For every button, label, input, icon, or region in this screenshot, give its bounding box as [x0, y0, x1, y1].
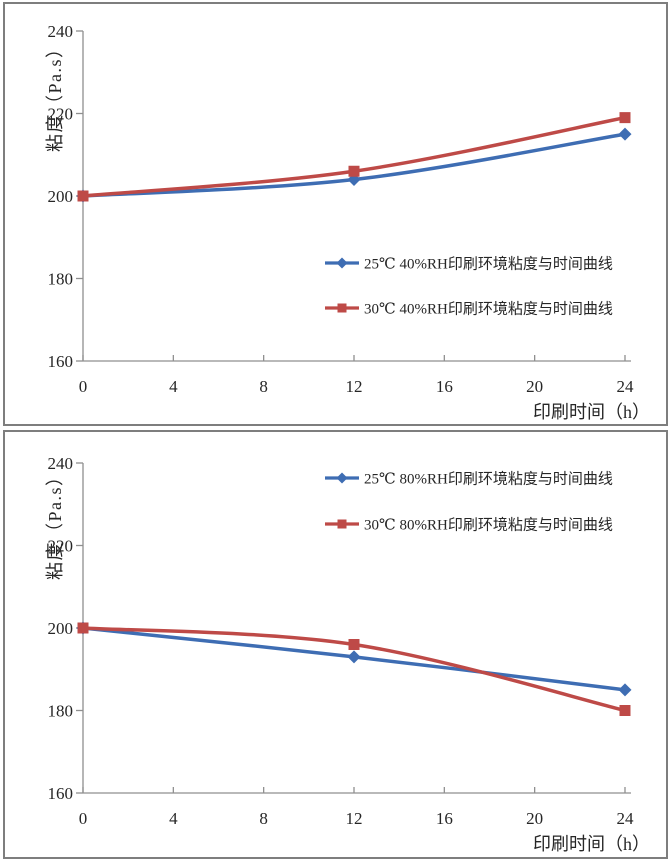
data-point-square-marker	[348, 165, 360, 177]
x-tick-label: 8	[259, 809, 268, 828]
legend-item-25c: 25℃ 40%RH印刷环境粘度与时间曲线	[325, 255, 613, 273]
y-axis-title: 粘度（Pa.s）	[45, 466, 65, 580]
data-point-diamond-marker	[347, 650, 361, 664]
x-tick-label: 0	[79, 809, 88, 828]
legend-item-25c: 25℃ 80%RH印刷环境粘度与时间曲线	[325, 470, 613, 488]
legend-square-marker	[337, 519, 347, 529]
x-axis-title: 印刷时间（h）	[533, 834, 650, 854]
legend-square-marker	[337, 303, 347, 313]
legend-diamond-marker	[336, 257, 348, 269]
x-tick-label: 12	[345, 377, 362, 396]
y-tick-label: 180	[48, 702, 74, 721]
legend-item-30c: 30℃ 40%RH印刷环境粘度与时间曲线	[325, 300, 613, 318]
x-tick-label: 16	[436, 377, 453, 396]
series-line-25c	[81, 132, 627, 198]
x-tick-label: 8	[259, 377, 268, 396]
legend-item-30c: 30℃ 80%RH印刷环境粘度与时间曲线	[325, 516, 613, 534]
legend-label: 30℃ 40%RH印刷环境粘度与时间曲线	[364, 300, 613, 318]
x-tick-label: 4	[169, 377, 178, 396]
legend-label: 25℃ 80%RH印刷环境粘度与时间曲线	[364, 470, 613, 488]
x-tick-label: 4	[169, 809, 178, 828]
y-tick-label: 240	[48, 454, 74, 473]
y-axis-title: 粘度（Pa.s）	[45, 38, 65, 152]
legend-label: 25℃ 40%RH印刷环境粘度与时间曲线	[364, 255, 613, 273]
x-tick-label: 20	[526, 809, 543, 828]
data-point-square-marker	[77, 622, 89, 634]
x-tick-label: 0	[79, 377, 88, 396]
y-tick-label: 160	[48, 352, 74, 371]
x-tick-label: 16	[436, 809, 453, 828]
data-point-diamond-marker	[618, 683, 632, 697]
y-tick-label: 240	[48, 22, 74, 41]
y-tick-label: 180	[48, 270, 74, 289]
data-point-square-marker	[619, 112, 631, 124]
x-tick-label: 24	[616, 377, 634, 396]
y-tick-label: 200	[48, 619, 74, 638]
data-point-diamond-marker	[618, 127, 632, 141]
legend-diamond-marker	[336, 472, 348, 484]
legend-label: 30℃ 80%RH印刷环境粘度与时间曲线	[364, 516, 613, 534]
chart-canvas-40rh: 160 180 200 220 240 0 4 8 12 16 20 24 印刷时间（h） 粘度（Pa.s…	[45, 22, 650, 422]
x-axis-title: 印刷时间（h）	[533, 402, 650, 422]
y-tick-label: 220	[48, 537, 74, 556]
data-point-square-marker	[619, 705, 631, 716]
x-tick-label: 12	[345, 809, 362, 828]
x-tick-label: 24	[616, 809, 634, 828]
chart-canvas-80rh: 160 180 200 220 240 0 4 8 12 16 20 24 印刷时间（h） 粘度（Pa.s…	[45, 454, 650, 854]
y-tick-label: 220	[48, 105, 74, 124]
data-point-square-marker	[348, 639, 360, 650]
chart-panel-40rh: 160 180 200 220 240 0 4 8 12 16 20 24 印刷时间（h） 粘度（Pa.s…	[3, 2, 668, 426]
y-tick-label: 160	[48, 784, 74, 803]
y-tick-label: 200	[48, 187, 74, 206]
x-tick-label: 20	[526, 377, 543, 396]
data-point-square-marker	[77, 190, 89, 202]
chart-panel-80rh: 160 180 200 220 240 0 4 8 12 16 20 24 印刷时间（h） 粘度（Pa.s…	[3, 430, 668, 859]
